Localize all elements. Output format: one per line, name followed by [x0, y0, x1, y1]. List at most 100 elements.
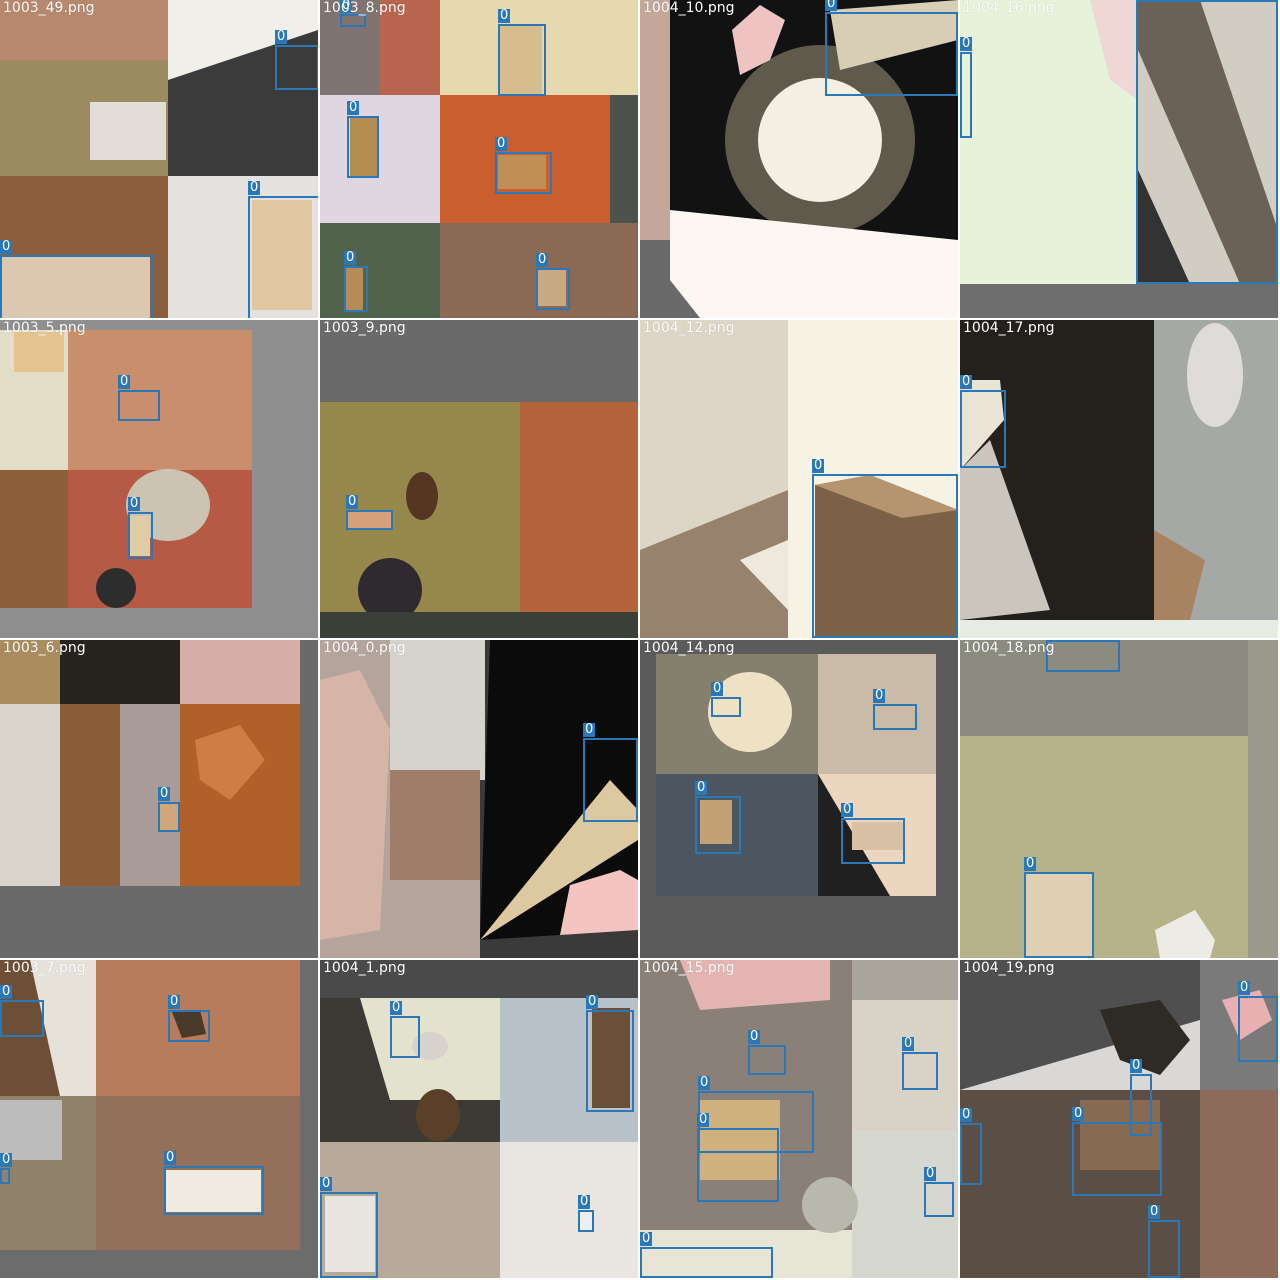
tile-filename: 1003_5.png [3, 320, 86, 336]
bounding-box: 0 [344, 251, 368, 312]
tile-filename: 1004_12.png [643, 320, 735, 336]
box-class-label: 0 [390, 1000, 403, 1015]
tile-image [960, 320, 1278, 638]
tile-image [640, 640, 958, 958]
bounding-box: 0 [583, 723, 638, 822]
box-class-label: 0 [698, 1075, 711, 1090]
bounding-box: 0 [390, 1001, 420, 1058]
box-class-label: 0 [1238, 980, 1251, 995]
box-class-label: 0 [495, 136, 508, 151]
bounding-box: 0 [1024, 857, 1094, 958]
tile-image [640, 320, 958, 638]
bounding-box: 0 [748, 1030, 786, 1075]
bounding-box: 0 [1130, 1059, 1152, 1136]
bounding-box: 0 [168, 995, 210, 1042]
mosaic-tile: 1003_5.png 0 0 [0, 320, 318, 638]
tile-image [960, 640, 1278, 958]
tile-filename: 1003_8.png [323, 0, 406, 16]
tile-filename: 1004_19.png [963, 960, 1055, 976]
box-class-label: 0 [960, 374, 973, 389]
tile-image [960, 960, 1278, 1278]
bounding-box: 0 [586, 995, 634, 1112]
bounding-box: 0 [873, 689, 917, 730]
bounding-box: 0 [320, 1177, 378, 1278]
bounding-box: 0 [536, 253, 570, 310]
bounding-box: 0 [711, 682, 741, 717]
box-class-label: 0 [902, 1036, 915, 1051]
bounding-box: 0 [0, 1153, 13, 1184]
tile-filename: 1004_10.png [643, 0, 735, 16]
tile-filename: 1004_15.png [643, 960, 735, 976]
bounding-box: 0 [960, 1108, 982, 1185]
tile-image [320, 640, 638, 958]
bounding-box: 0 [128, 497, 153, 559]
tile-filename: 1004_14.png [643, 640, 735, 656]
box-class-label: 0 [711, 681, 724, 696]
box-class-label: 0 [1130, 1058, 1143, 1073]
box-class-label: 0 [0, 1152, 13, 1167]
bounding-box: 0 [158, 787, 180, 832]
tile-filename: 1003_7.png [3, 960, 86, 976]
tile-filename: 1004_18.png [963, 640, 1055, 656]
bounding-box: 0 [924, 1167, 954, 1217]
box-class-label: 0 [128, 496, 141, 511]
box-class-label: 0 [873, 688, 886, 703]
box-class-label: 0 [960, 1107, 973, 1122]
tile-filename: 1003_49.png [3, 0, 95, 16]
bounding-box: 0 [812, 459, 958, 638]
bounding-box: 0 [0, 985, 44, 1037]
mosaic-tile: 1004_12.png 0 [640, 320, 958, 638]
box-class-label: 0 [1072, 1106, 1085, 1121]
bounding-box: 0 [118, 375, 160, 421]
box-class-label: 0 [960, 36, 973, 51]
bounding-box: 0 [1046, 640, 1120, 672]
box-class-label: 0 [320, 1176, 333, 1191]
mosaic-tile: 1004_0.png 0 [320, 640, 638, 958]
box-class-label: 0 [168, 994, 181, 1009]
box-class-label: 0 [841, 802, 854, 817]
bounding-box: 0 [960, 37, 973, 138]
bounding-box: 0 [902, 1037, 938, 1090]
box-class-label: 0 [347, 100, 360, 115]
tile-image [320, 960, 638, 1278]
bounding-box: 0 [346, 495, 393, 530]
tile-filename: 1003_9.png [323, 320, 406, 336]
box-class-label: 0 [498, 8, 511, 23]
tile-image [0, 320, 318, 638]
tile-filename: 1004_16.png [963, 0, 1055, 16]
tile-filename: 1004_1.png [323, 960, 406, 976]
tile-image [320, 320, 638, 638]
box-class-label: 0 [248, 180, 261, 195]
box-class-label: 0 [697, 1112, 710, 1127]
bounding-box: 0 [248, 181, 318, 318]
tile-image [320, 0, 638, 318]
box-class-label: 0 [586, 994, 599, 1009]
box-class-label: 0 [0, 984, 13, 999]
mosaic-tile: 1003_49.png 0 0 0 [0, 0, 318, 318]
bounding-box: 0 [498, 9, 546, 96]
bounding-box: 0 [347, 101, 379, 178]
tile-filename: 1003_6.png [3, 640, 86, 656]
bounding-box: 0 [960, 375, 1006, 468]
mosaic-tile: 1004_18.png 0 0 [960, 640, 1278, 958]
bounding-box: 0 [1238, 981, 1278, 1062]
box-class-label: 0 [0, 239, 13, 254]
bounding-box: 0 [164, 1151, 264, 1215]
tile-filename: 1004_0.png [323, 640, 406, 656]
bounding-box: 0 [340, 0, 366, 27]
mosaic-tile: 1003_6.png 0 [0, 640, 318, 958]
bounding-box: 0 [275, 30, 318, 90]
bounding-box: 0 [0, 240, 154, 318]
mosaic-tile: 1004_15.png 0 0 0 0 0 0 [640, 960, 958, 1278]
bounding-box: 0 [695, 781, 741, 854]
tile-image [0, 960, 318, 1278]
box-class-label: 0 [825, 0, 838, 11]
bounding-box: 0 [640, 1232, 773, 1278]
box-class-label: 0 [536, 252, 549, 267]
tile-image [0, 0, 318, 318]
box-class-label: 0 [695, 780, 708, 795]
mosaic-tile: 1004_16.png 0 0 [960, 0, 1278, 318]
box-class-label: 0 [578, 1194, 591, 1209]
bounding-box: 0 [1148, 1205, 1180, 1278]
